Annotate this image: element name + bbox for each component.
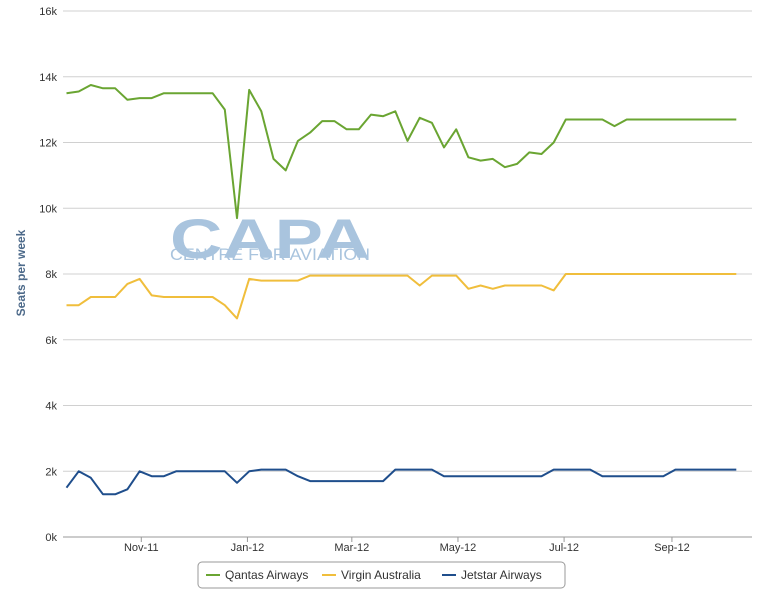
capa-watermark: CAPA CENTRE FOR AVIATION [170,207,370,270]
x-tick-label: May-12 [440,542,477,554]
watermark-brand: CAPA [170,207,370,270]
series-line-0 [66,84,737,220]
y-tick-label: 16k [39,6,57,18]
series-line-2 [65,468,737,496]
y-axis-label: Seats per week [14,229,28,316]
y-axis: 0k 2k 4k 6k 8k 10k 12k 14k 16k [39,6,57,544]
x-tick-label: Sep-12 [654,542,689,554]
legend: Qantas Airways Virgin Australia Jetstar Ai… [197,561,566,589]
y-tick-label: 6k [45,335,57,347]
x-axis: Nov-11 Jan-12 Mar-12 May-12 Jul-12 Sep-12 [63,536,752,554]
y-tick-label: 12k [39,138,57,150]
legend-label: Jetstar Airways [461,568,542,582]
y-tick-label: 10k [39,203,57,215]
legend-box [197,561,566,589]
x-tick-label: Nov-11 [124,542,159,554]
legend-label: Qantas Airways [225,568,308,582]
x-tick-label: Jul-12 [549,542,579,554]
legend-label: Virgin Australia [341,568,421,582]
y-tick-label: 0k [45,532,57,544]
y-tick-label: 4k [45,401,57,413]
x-tick-label: Mar-12 [334,542,369,554]
y-tick-label: 2k [45,466,57,478]
x-tick-label: Jan-12 [231,542,265,554]
series-lines [65,84,737,496]
y-tick-label: 14k [39,72,57,84]
series-line-1 [66,273,737,320]
watermark-tagline: CENTRE FOR AVIATION [170,245,370,264]
y-tick-label: 8k [45,269,57,281]
